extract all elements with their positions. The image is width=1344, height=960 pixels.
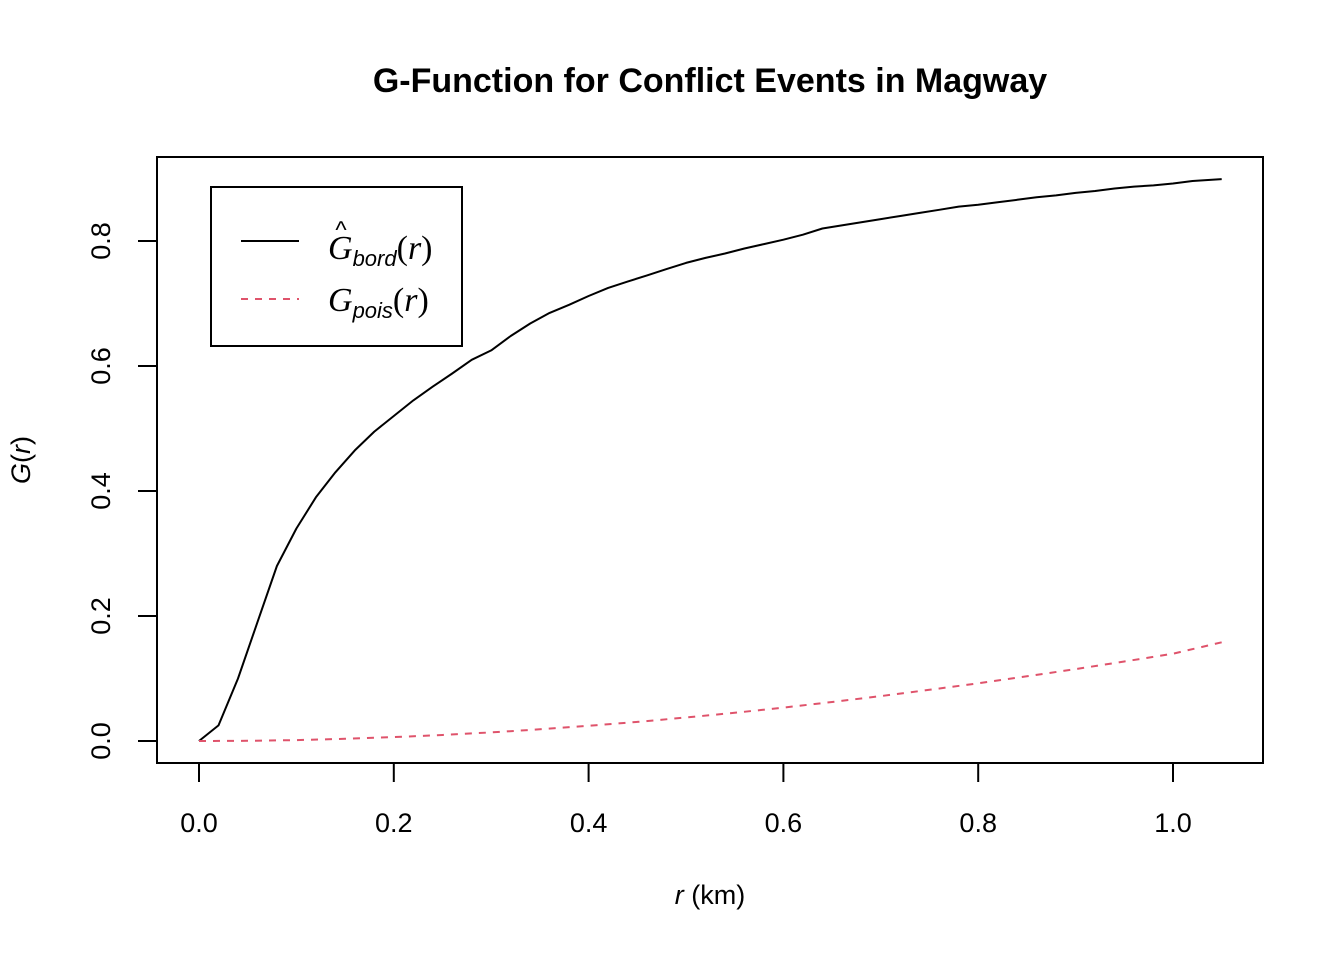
y-axis-label-close: ) <box>6 436 36 445</box>
x-axis-label-unit: (km) <box>684 880 745 910</box>
x-tick-label: 0.8 <box>959 808 997 838</box>
y-axis-label: G(r) <box>6 436 36 484</box>
legend-box <box>210 186 463 347</box>
legend-g-bord-arg: r <box>408 230 422 267</box>
legend-g-pois-main: G <box>328 282 353 319</box>
series-layer <box>198 178 1222 742</box>
y-tick-label: 0.6 <box>86 347 116 385</box>
legend-g-bord-open: ( <box>397 230 408 267</box>
legend-g-bord-main: G <box>328 230 353 267</box>
legend-g-bord-close: ) <box>421 230 432 267</box>
y-axis: 0.0 0.2 0.4 0.6 0.8 <box>86 222 158 760</box>
legend-g-pois-sub: pois <box>352 298 393 323</box>
series-line-bord <box>198 178 1222 742</box>
legend-g-bord-hat: ^ <box>335 217 347 244</box>
chart-title: G-Function for Conflict Events in Magway <box>373 62 1047 100</box>
legend-g-bord-sub: bord <box>353 246 398 271</box>
legend: Gbord(r) ^ Gpois(r) <box>210 186 463 347</box>
y-axis-label-open: ( <box>6 454 36 463</box>
y-tick-label: 0.8 <box>86 222 116 260</box>
legend-g-pois-open: ( <box>393 282 404 319</box>
x-tick-label: 1.0 <box>1154 808 1192 838</box>
x-tick-label: 0.4 <box>570 808 608 838</box>
y-axis-label-var: G <box>6 463 36 484</box>
y-tick-label: 0.4 <box>86 472 116 510</box>
x-tick-label: 0.2 <box>375 808 413 838</box>
x-axis: 0.0 0.2 0.4 0.6 0.8 1.0 <box>180 762 1192 838</box>
x-tick-label: 0.0 <box>180 808 218 838</box>
x-axis-label-var: r <box>675 880 685 910</box>
x-tick-label: 0.6 <box>765 808 803 838</box>
legend-g-pois-arg: r <box>404 282 418 319</box>
legend-g-pois-close: ) <box>417 282 428 319</box>
series-line-pois <box>198 641 1222 742</box>
y-axis-label-arg: r <box>6 444 36 454</box>
y-tick-label: 0.0 <box>86 722 116 760</box>
y-tick-label: 0.2 <box>86 597 116 635</box>
legend-entry-g-pois: Gpois(r) <box>328 282 429 323</box>
legend-entry-g-bord: Gbord(r) <box>328 230 433 271</box>
x-axis-label: r (km) <box>675 880 745 910</box>
